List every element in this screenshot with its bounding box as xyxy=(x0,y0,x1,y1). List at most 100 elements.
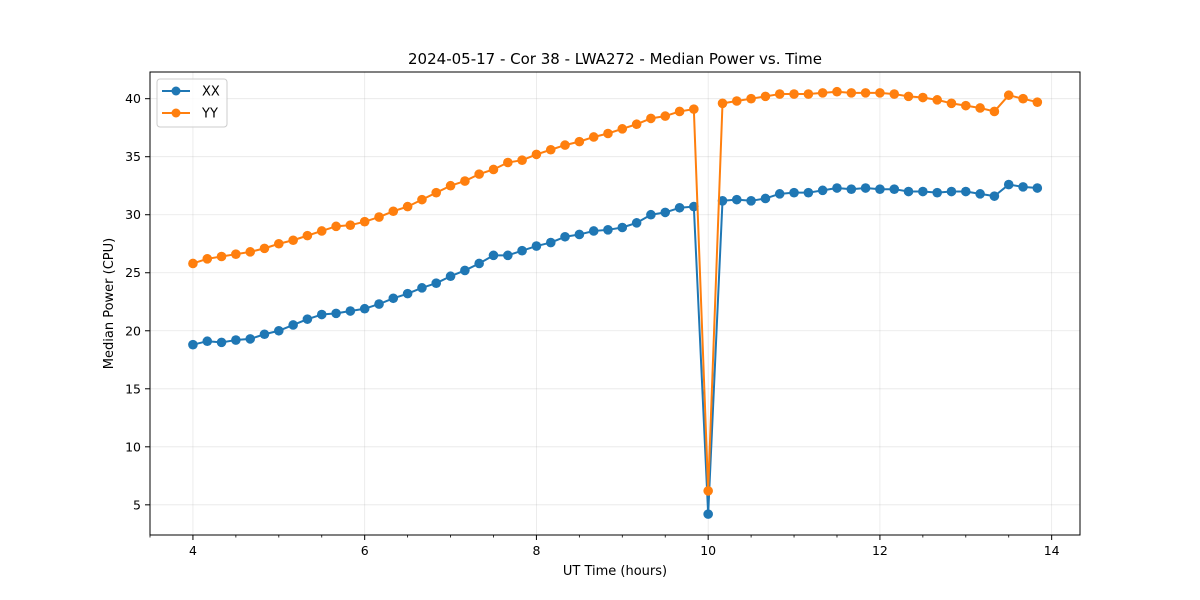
y-tick-label: 20 xyxy=(125,323,141,338)
legend-marker-yy xyxy=(171,108,181,118)
data-point-yy xyxy=(560,140,570,150)
data-point-yy xyxy=(760,91,771,102)
data-point-yy xyxy=(1003,90,1014,101)
data-point-yy xyxy=(846,88,857,98)
data-point-yy xyxy=(216,251,227,262)
data-point-yy xyxy=(288,235,298,246)
data-point-yy xyxy=(989,106,1000,117)
series-xx xyxy=(188,179,1043,519)
series-yy xyxy=(188,86,1043,496)
y-tick-label: 35 xyxy=(125,149,141,164)
y-tick-label: 15 xyxy=(125,381,141,396)
data-point-yy xyxy=(717,98,728,109)
data-point-xx xyxy=(731,194,742,205)
data-point-yy xyxy=(975,103,985,113)
data-point-xx xyxy=(245,334,256,344)
data-point-xx xyxy=(402,288,413,299)
legend: XX YY xyxy=(156,78,228,128)
data-point-yy xyxy=(331,221,341,232)
data-point-yy xyxy=(674,106,685,117)
data-point-xx xyxy=(918,186,928,197)
data-point-xx xyxy=(860,183,871,193)
data-point-xx xyxy=(789,187,799,198)
data-point-yy xyxy=(631,119,642,130)
data-point-yy xyxy=(488,164,499,175)
data-point-xx xyxy=(946,186,957,197)
data-point-xx xyxy=(674,202,685,213)
data-point-yy xyxy=(316,226,327,236)
data-point-xx xyxy=(503,250,513,261)
data-point-yy xyxy=(359,216,370,227)
data-point-xx xyxy=(760,193,771,204)
data-point-yy xyxy=(960,100,971,111)
data-point-xx xyxy=(875,184,885,195)
x-tick-label: 6 xyxy=(361,543,369,558)
data-point-xx xyxy=(1003,179,1014,190)
axis-ticks: 4 6 8 10 12 14 5 10 15 20 25 30 35 40 xyxy=(125,91,1060,558)
data-point-yy xyxy=(245,247,256,257)
data-point-yy xyxy=(617,124,628,134)
data-point-xx xyxy=(932,187,942,198)
data-point-yy xyxy=(817,88,828,98)
data-point-xx xyxy=(703,509,713,519)
grid xyxy=(150,72,1080,535)
data-point-xx xyxy=(774,189,785,199)
data-point-yy xyxy=(231,249,241,259)
data-point-yy xyxy=(918,92,928,103)
data-point-xx xyxy=(846,184,857,195)
data-point-yy xyxy=(1018,93,1028,104)
data-point-yy xyxy=(731,96,742,106)
data-point-yy xyxy=(774,89,785,99)
data-point-yy xyxy=(660,111,671,121)
data-point-xx xyxy=(588,226,599,236)
data-point-yy xyxy=(259,243,270,254)
data-point-xx xyxy=(259,329,270,340)
data-point-xx xyxy=(574,229,585,240)
y-tick-label: 5 xyxy=(133,497,141,512)
data-point-xx xyxy=(603,225,613,235)
data-point-yy xyxy=(460,176,470,186)
data-point-xx xyxy=(202,336,213,347)
data-point-xx xyxy=(889,184,900,195)
data-point-xx xyxy=(231,335,241,345)
data-point-xx xyxy=(989,191,1000,201)
data-point-xx xyxy=(545,237,556,248)
data-point-yy xyxy=(374,212,384,222)
data-point-xx xyxy=(531,241,542,251)
data-point-xx xyxy=(975,189,985,199)
data-point-xx xyxy=(1018,182,1028,192)
data-point-yy xyxy=(946,98,957,109)
x-tick-label: 4 xyxy=(189,543,197,558)
data-point-xx xyxy=(517,245,527,256)
series-layer xyxy=(188,86,1043,519)
data-point-yy xyxy=(889,89,900,99)
data-point-yy xyxy=(388,206,399,217)
data-point-yy xyxy=(302,230,313,241)
data-point-xx xyxy=(374,299,384,309)
y-tick-label: 40 xyxy=(125,91,141,106)
data-point-xx xyxy=(903,186,914,197)
data-point-yy xyxy=(646,113,656,124)
data-point-xx xyxy=(1032,183,1043,193)
data-point-xx xyxy=(617,222,628,233)
data-point-xx xyxy=(832,183,842,193)
x-tick-label: 14 xyxy=(1044,543,1060,558)
data-point-xx xyxy=(288,320,298,330)
data-point-xx xyxy=(388,293,399,304)
data-point-yy xyxy=(875,88,885,98)
data-point-xx xyxy=(460,265,470,276)
data-point-yy xyxy=(431,187,442,198)
data-point-xx xyxy=(188,339,198,350)
data-point-yy xyxy=(202,254,213,264)
chart-title: 2024-05-17 - Cor 38 - LWA272 - Median Po… xyxy=(408,50,822,68)
data-point-xx xyxy=(689,201,699,212)
data-point-yy xyxy=(932,95,942,105)
data-point-yy xyxy=(402,201,413,212)
data-point-yy xyxy=(689,104,699,114)
data-point-yy xyxy=(274,238,284,249)
data-point-yy xyxy=(345,220,356,230)
data-point-xx xyxy=(359,303,370,314)
data-point-yy xyxy=(903,91,914,102)
data-point-xx xyxy=(660,207,671,218)
